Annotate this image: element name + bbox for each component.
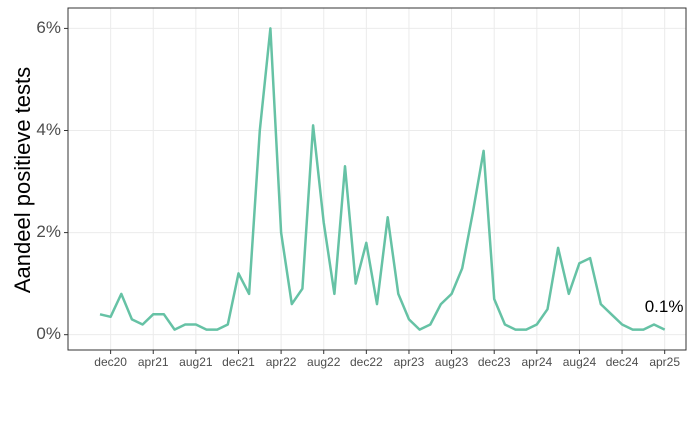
y-tick-label: 6%	[36, 18, 61, 37]
x-tick-label: dec20	[94, 355, 127, 369]
x-tick-label: apr25	[649, 355, 680, 369]
x-tick-label: apr21	[138, 355, 169, 369]
y-axis-title: Aandeel positieve tests	[10, 67, 35, 293]
end-annotation: 0.1%	[645, 297, 684, 316]
x-tick-label: apr23	[394, 355, 425, 369]
plot-border	[67, 7, 687, 351]
x-tick-label: dec24	[606, 355, 639, 369]
x-tick-label: dec22	[350, 355, 383, 369]
plot-panel	[68, 8, 686, 350]
y-tick-label: 0%	[36, 324, 61, 343]
y-tick-label: 2%	[36, 222, 61, 241]
x-tick-label: dec21	[222, 355, 255, 369]
x-tick-label: aug21	[179, 355, 213, 369]
data-line	[99, 27, 666, 331]
x-tick-label: aug23	[435, 355, 469, 369]
x-tick-label: apr24	[521, 355, 552, 369]
x-tick-label: aug24	[563, 355, 597, 369]
x-tick-label: aug22	[307, 355, 341, 369]
x-tick-label: apr22	[266, 355, 297, 369]
y-tick-label: 4%	[36, 120, 61, 139]
x-tick-label: dec23	[478, 355, 511, 369]
